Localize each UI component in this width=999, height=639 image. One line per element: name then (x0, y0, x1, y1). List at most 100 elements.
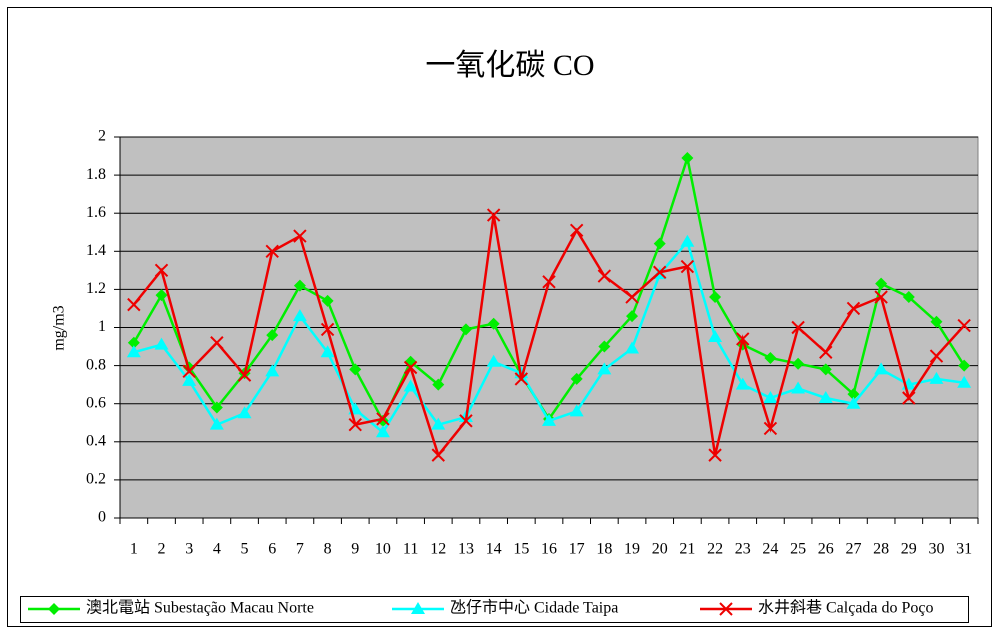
point-marker (653, 237, 666, 250)
legend-box (20, 596, 969, 623)
point-marker (403, 360, 418, 375)
point-marker (597, 269, 612, 283)
point-marker (127, 297, 141, 312)
point-marker (375, 425, 390, 438)
y-tick-label: 1.6 (86, 204, 106, 221)
point-marker (349, 363, 362, 376)
point-marker (459, 323, 472, 336)
x-tick-label: 11 (403, 541, 418, 558)
x-tick-label: 9 (351, 541, 359, 558)
point-marker (570, 372, 583, 385)
point-marker (293, 279, 306, 292)
x-tick-label: 24 (762, 541, 778, 558)
x-tick-label: 18 (596, 541, 612, 558)
point-marker (597, 362, 612, 375)
point-marker (292, 309, 307, 322)
point-marker (763, 421, 778, 436)
x-tick-label: 27 (845, 541, 861, 558)
point-marker (431, 448, 445, 462)
x-tick-label: 2 (158, 541, 166, 558)
x-tick-label: 15 (513, 541, 529, 558)
point-marker (874, 290, 888, 304)
point-marker (625, 341, 640, 354)
x-tick-label: 10 (375, 541, 391, 558)
point-marker (182, 373, 197, 386)
x-tick-label: 25 (790, 541, 806, 558)
y-axis-label: mg/m3 (51, 305, 68, 350)
point-marker (127, 336, 140, 349)
point-marker (708, 330, 723, 343)
point-marker (791, 320, 805, 335)
point-marker (265, 364, 280, 377)
x-tick-label: 26 (818, 541, 834, 558)
point-marker (154, 263, 169, 278)
x-tick-label: 14 (486, 541, 502, 558)
point-marker (819, 363, 832, 376)
point-marker (958, 359, 971, 372)
point-marker (126, 345, 141, 358)
point-marker (237, 406, 252, 419)
point-marker (542, 275, 556, 289)
point-marker (709, 291, 722, 304)
x-tick-label: 19 (624, 541, 640, 558)
y-tick-label: 0.2 (86, 471, 106, 488)
point-marker (681, 151, 694, 164)
x-tick-label: 16 (541, 541, 557, 558)
x-tick-label: 6 (268, 541, 276, 558)
point-marker (902, 291, 915, 304)
point-marker (376, 412, 390, 426)
x-tick-label: 3 (185, 541, 193, 558)
point-marker (764, 351, 777, 364)
point-marker (155, 289, 168, 302)
point-marker (154, 337, 169, 350)
point-marker (680, 259, 695, 274)
y-tick-label: 2 (98, 128, 106, 145)
point-marker (514, 372, 529, 386)
legend-marker (719, 602, 733, 616)
point-marker (348, 417, 362, 432)
point-marker (403, 379, 418, 392)
x-tick-label: 23 (735, 541, 751, 558)
x-tick-label: 17 (569, 541, 585, 558)
point-marker (736, 332, 750, 346)
point-marker (708, 448, 722, 462)
x-tick-label: 4 (213, 541, 221, 558)
point-marker (875, 277, 888, 290)
x-tick-label: 20 (652, 541, 668, 558)
y-tick-label: 0.6 (86, 394, 106, 411)
point-marker (265, 244, 279, 259)
legend-marker (48, 603, 60, 615)
point-marker (376, 414, 389, 427)
y-tick-label: 1 (98, 318, 106, 335)
point-marker (680, 234, 695, 247)
x-tick-label: 21 (679, 541, 695, 558)
x-tick-label: 30 (928, 541, 944, 558)
point-marker (763, 390, 778, 403)
point-marker (542, 413, 556, 426)
point-marker (486, 354, 501, 367)
point-marker (569, 404, 584, 417)
point-marker (929, 349, 944, 363)
point-marker (432, 378, 445, 391)
y-tick-label: 1.8 (86, 166, 106, 183)
point-marker (321, 294, 334, 307)
point-marker (735, 377, 750, 390)
point-marker (792, 357, 805, 370)
point-marker (266, 329, 279, 342)
x-tick-label: 28 (873, 541, 889, 558)
point-marker (431, 417, 446, 430)
x-tick-label: 12 (430, 541, 446, 558)
point-marker (487, 317, 500, 330)
point-marker (182, 364, 196, 379)
x-tick-label: 31 (956, 541, 972, 558)
point-marker (902, 391, 916, 405)
x-tick-label: 8 (324, 541, 332, 558)
legend-label: 水井斜巷 Calçada do Poço (758, 599, 934, 617)
legend-label: 澳北電站 Subestação Macau Norte (86, 599, 314, 617)
y-tick-label: 0.4 (86, 432, 106, 449)
point-marker (957, 318, 971, 333)
point-marker (320, 322, 335, 337)
point-marker (625, 290, 639, 304)
y-tick-label: 1.4 (86, 242, 106, 259)
point-marker (929, 371, 944, 384)
